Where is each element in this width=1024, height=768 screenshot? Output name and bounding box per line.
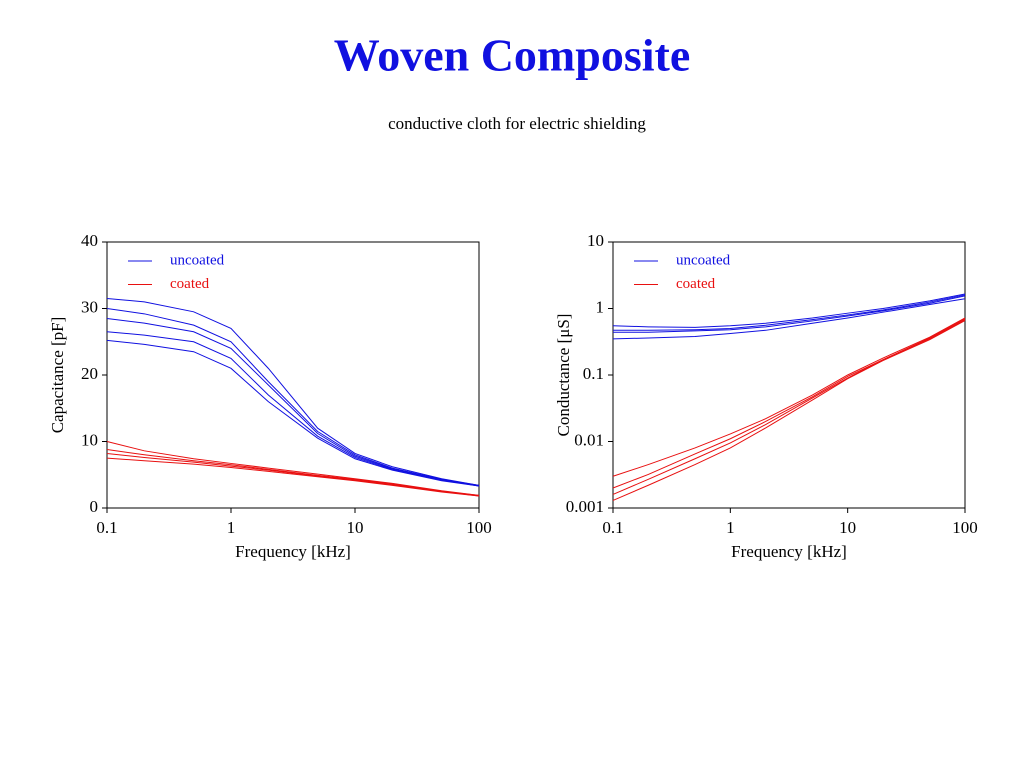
data-line (106, 317, 480, 487)
y-tick-label: 0.1 (583, 364, 604, 383)
y-tick-label: 1 (596, 297, 605, 316)
y-tick-label: 0.001 (566, 497, 604, 516)
x-tick-label: 100 (466, 518, 492, 537)
data-line (106, 457, 480, 497)
x-tick-label: 0.1 (602, 518, 623, 537)
x-tick-label: 0.1 (96, 518, 117, 537)
y-axis-label: Capacitance [pF] (48, 317, 67, 434)
plot-frame (106, 241, 480, 509)
x-tick-label: 1 (227, 518, 236, 537)
x-axis-label: Frequency [kHz] (235, 542, 351, 561)
data-line (612, 298, 966, 340)
legend-label: coated (170, 276, 210, 292)
x-tick-label: 1 (726, 518, 735, 537)
y-tick-label: 0 (90, 497, 99, 516)
chart: 0.1 1 10 100 0 10 20 30 40 Frequency [kHz] Capacit… (48, 231, 492, 561)
data-line (613, 295, 966, 333)
slide-subtitle: conductive cloth for electric shielding (388, 114, 646, 133)
data-line (613, 294, 966, 331)
y-tick-label: 30 (81, 297, 98, 316)
data-line (612, 320, 966, 501)
y-tick-label: 0.01 (574, 430, 604, 449)
data-line (612, 293, 966, 328)
slide-title: Woven Composite (334, 30, 691, 81)
data-line (106, 331, 480, 487)
legend-label: uncoated (170, 252, 225, 268)
y-tick-label: 10 (587, 231, 604, 250)
data-line (612, 317, 966, 477)
x-tick-label: 10 (347, 518, 364, 537)
y-tick-label: 10 (81, 430, 98, 449)
y-tick-label: 40 (81, 231, 98, 250)
y-axis-label: Conductance [μS] (554, 314, 573, 437)
x-tick-label: 10 (839, 518, 856, 537)
data-line (106, 298, 480, 486)
legend-label: coated (676, 276, 716, 292)
x-axis-label: Frequency [kHz] (731, 542, 847, 561)
x-tick-label: 100 (952, 518, 978, 537)
data-line (612, 318, 966, 489)
y-tick-label: 20 (81, 364, 98, 383)
data-line (612, 319, 966, 495)
legend-label: uncoated (676, 252, 731, 268)
chart: 0.1 1 10 100 0.001 0.01 0.1 1 10 Frequency [kHz] C… (554, 231, 978, 561)
plot-frame (612, 241, 966, 509)
data-line (106, 441, 480, 496)
data-line (106, 339, 480, 487)
data-line (106, 452, 480, 497)
